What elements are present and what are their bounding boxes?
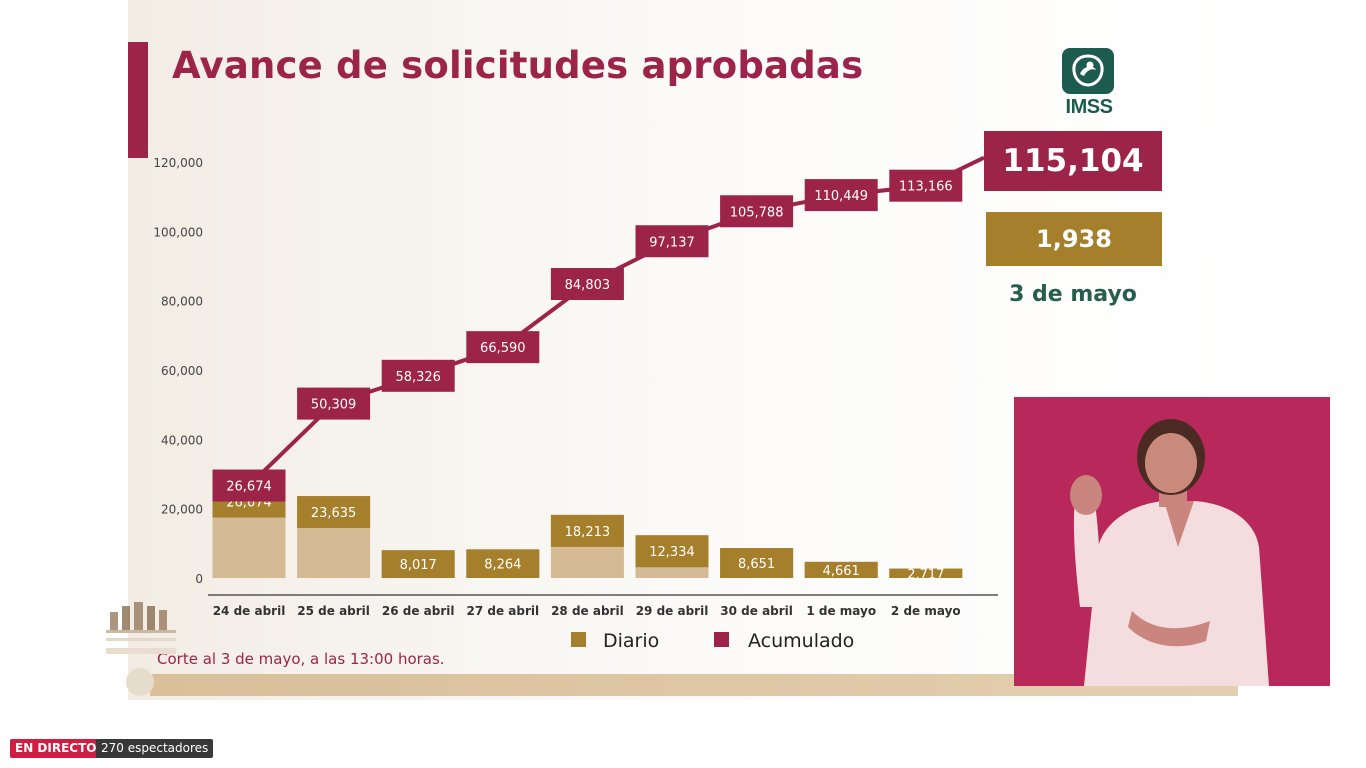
accumulated-label: 97,137	[649, 235, 695, 250]
y-tick-label: 20,000	[161, 503, 203, 517]
daily-bar-label-bg	[720, 548, 794, 578]
x-tick-label: 26 de abril	[382, 604, 455, 618]
slide-title: Avance de solicitudes aprobadas	[172, 44, 864, 87]
accumulated-label-bg	[466, 331, 540, 364]
x-tick-label: 1 de mayo	[806, 604, 876, 618]
accumulated-label-bg	[720, 195, 794, 228]
y-tick-label: 100,000	[153, 225, 203, 239]
sign-language-interpreter-video	[1014, 397, 1330, 686]
daily-bar-label: 8,017	[400, 558, 437, 573]
accumulated-label-bg	[550, 268, 624, 301]
legend-label-diario: Diario	[603, 630, 659, 652]
accumulated-label-bg	[212, 469, 286, 502]
viewer-count: 270 espectadores	[96, 739, 214, 758]
daily-bar-label-bg	[550, 514, 624, 547]
daily-bar-label: 4,661	[823, 564, 860, 579]
daily-bar-label: 23,635	[311, 506, 357, 521]
accumulated-label-bg	[804, 179, 878, 212]
x-tick-label: 29 de abril	[636, 604, 709, 618]
legend-swatch-diario	[571, 632, 586, 647]
approvals-chart: 0 20,000 40,000 60,000 80,000 100,000 120,000 2…	[153, 155, 998, 652]
daily-bar-label-bg	[297, 496, 371, 529]
x-tick-label: 27 de abril	[466, 604, 539, 618]
daily-bar-label: 8,264	[484, 558, 521, 573]
bottom-decorative-stripe	[150, 674, 1238, 696]
accumulated-label: 50,309	[311, 398, 357, 413]
x-tick-label: 2 de mayo	[891, 604, 961, 618]
daily-bar-label-bg	[381, 550, 455, 578]
accumulated-label-bg	[889, 169, 963, 202]
legend-label-acumulado: Acumulado	[748, 630, 854, 652]
x-tick-label: 24 de abril	[213, 604, 286, 618]
y-tick-label: 0	[195, 572, 203, 586]
accumulated-label: 66,590	[480, 341, 526, 356]
total-accumulated-box: 115,104	[984, 131, 1162, 191]
current-date-label: 3 de mayo	[1009, 282, 1137, 307]
x-tick-label: 25 de abril	[297, 604, 370, 618]
daily-bar-label-bg	[804, 561, 878, 578]
accumulated-label: 26,674	[226, 480, 272, 495]
total-accumulated-value: 115,104	[1002, 143, 1144, 179]
imss-emblem-icon	[1062, 48, 1114, 94]
title-accent-bar	[128, 42, 148, 158]
y-tick-label: 40,000	[161, 433, 203, 447]
x-tick-label: 30 de abril	[720, 604, 793, 618]
daily-value: 1,938	[1036, 225, 1112, 253]
daily-bar-label: 2,717	[907, 567, 944, 582]
daily-bar-label: 8,651	[738, 557, 775, 572]
accumulated-label: 110,449	[814, 189, 868, 204]
accumulated-label: 84,803	[565, 278, 611, 293]
daily-bar-label-bg	[466, 549, 540, 578]
accumulated-line	[247, 155, 985, 487]
live-badge: EN DIRECTO	[10, 739, 102, 758]
x-tick-label: 28 de abril	[551, 604, 624, 618]
accumulated-label: 105,788	[730, 205, 784, 220]
imss-logo: IMSS	[1058, 48, 1120, 122]
accumulated-label-bg	[297, 387, 371, 420]
y-tick-label: 60,000	[161, 364, 203, 378]
daily-bar-label: 12,334	[649, 545, 695, 560]
accumulated-label-bg	[635, 225, 709, 258]
legend-swatch-acumulado	[714, 632, 729, 647]
y-tick-label: 80,000	[161, 295, 203, 309]
daily-bar-label-bg	[635, 535, 709, 568]
daily-bar-label: 18,213	[565, 525, 611, 540]
daily-value-box: 1,938	[986, 212, 1162, 266]
government-seal-icon	[104, 598, 180, 698]
accumulated-label: 58,326	[395, 370, 441, 385]
imss-logo-text: IMSS	[1065, 96, 1113, 118]
daily-bar-label-bg	[889, 568, 963, 578]
cutoff-footnote: Corte al 3 de mayo, a las 13:00 horas.	[157, 650, 445, 668]
accumulated-label-bg	[381, 359, 455, 392]
accumulated-label: 113,166	[899, 180, 953, 195]
y-tick-label: 120,000	[153, 156, 203, 170]
